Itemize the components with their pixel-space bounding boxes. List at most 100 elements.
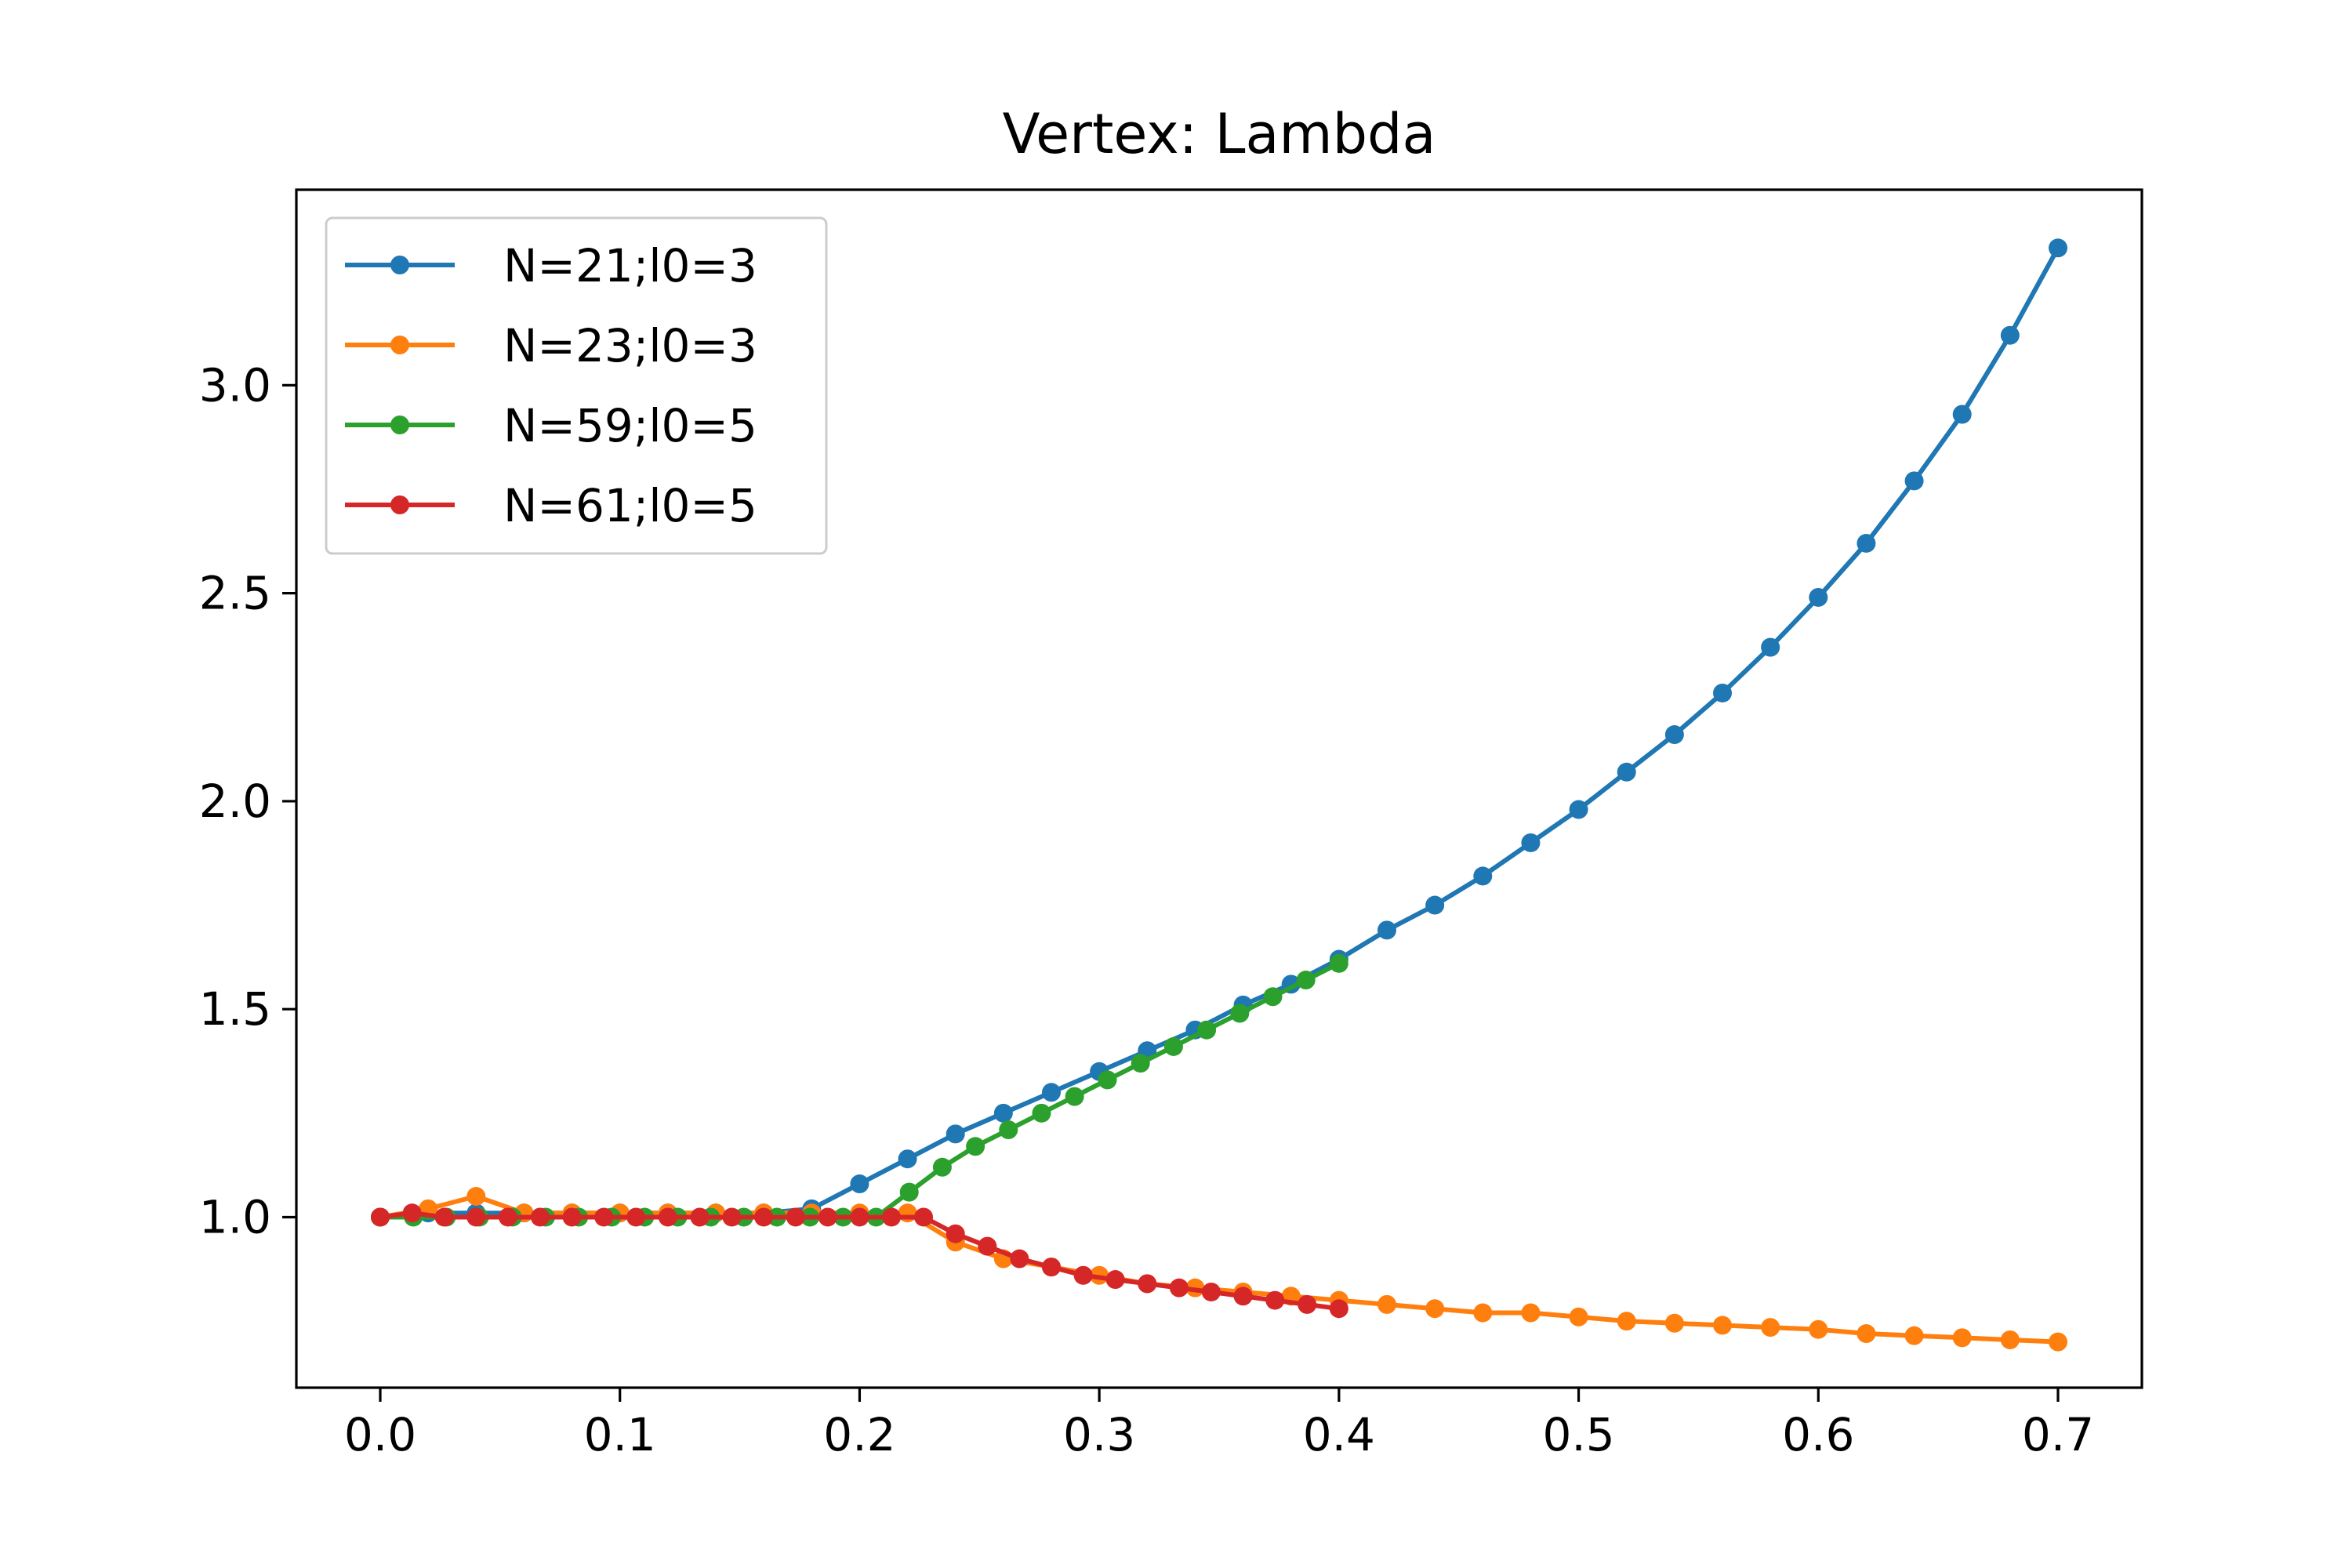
data-point — [1042, 1083, 1061, 1102]
data-point — [932, 1157, 952, 1177]
y-axis: 1.0 1.5 2.0 2.5 3.0 — [199, 358, 296, 1243]
data-point — [2000, 325, 2020, 345]
data-point — [898, 1149, 917, 1169]
data-point — [1713, 683, 1732, 702]
y-tick-label: 3.0 — [199, 358, 271, 412]
data-point — [1952, 1328, 1972, 1348]
data-point — [1857, 1324, 1876, 1344]
data-point — [562, 1207, 582, 1227]
data-point — [1233, 1287, 1253, 1306]
data-point — [993, 1103, 1013, 1123]
data-point — [722, 1207, 742, 1227]
data-point — [1329, 1299, 1348, 1319]
data-point — [898, 1203, 917, 1223]
data-point — [1617, 1312, 1636, 1331]
data-point — [466, 1207, 486, 1227]
data-point — [1329, 953, 1348, 973]
y-tick-label: 2.5 — [199, 567, 271, 620]
data-point — [946, 1124, 965, 1144]
data-point — [1952, 405, 1972, 424]
x-axis: 0.0 0.1 0.2 0.3 0.4 0.5 0.6 0.7 — [344, 1388, 2094, 1461]
y-tick-label: 1.5 — [199, 982, 271, 1036]
data-point — [978, 1236, 997, 1256]
data-point — [626, 1207, 646, 1227]
data-point — [1904, 471, 1924, 491]
data-point — [1425, 1299, 1445, 1319]
data-point — [466, 1186, 486, 1206]
legend-item: N=23;l0=3 — [345, 319, 757, 372]
data-point — [850, 1207, 869, 1227]
data-point — [371, 1207, 390, 1227]
x-tick-label: 0.2 — [823, 1408, 895, 1461]
data-point — [1809, 1319, 1828, 1339]
legend-item: N=59;l0=5 — [345, 399, 757, 452]
y-tick-label: 1.0 — [199, 1190, 271, 1243]
data-point — [1713, 1316, 1732, 1335]
data-point — [1473, 866, 1493, 886]
data-point — [999, 1120, 1018, 1140]
data-point — [1032, 1103, 1051, 1123]
data-point — [1230, 1004, 1250, 1023]
legend-swatch-marker — [390, 336, 409, 354]
data-point — [1201, 1282, 1221, 1301]
legend-item: N=21;l0=3 — [345, 239, 757, 292]
legend-label: N=21;l0=3 — [503, 239, 757, 292]
data-point — [1042, 1258, 1061, 1277]
legend-label: N=61;l0=5 — [503, 479, 757, 532]
data-point — [1569, 800, 1588, 819]
data-point — [658, 1207, 677, 1227]
data-point — [434, 1207, 454, 1227]
data-point — [1664, 725, 1684, 745]
data-point — [1265, 1290, 1285, 1310]
data-point — [1263, 987, 1283, 1007]
data-point — [818, 1207, 837, 1227]
data-point — [1010, 1249, 1029, 1269]
data-point — [946, 1224, 965, 1243]
data-point — [2000, 1330, 2020, 1349]
x-tick-label: 0.1 — [584, 1408, 656, 1461]
data-point — [1761, 1318, 1780, 1338]
legend-swatch-marker — [390, 416, 409, 434]
data-point — [882, 1207, 902, 1227]
x-tick-label: 0.0 — [344, 1408, 416, 1461]
data-point — [914, 1207, 934, 1227]
data-point — [1169, 1278, 1189, 1298]
data-point — [1138, 1274, 1157, 1294]
data-point — [1904, 1326, 1924, 1345]
data-point — [1065, 1087, 1084, 1106]
y-tick-label: 2.0 — [199, 775, 271, 828]
data-point — [1664, 1313, 1684, 1333]
data-point — [1569, 1307, 1588, 1327]
legend-label: N=59;l0=5 — [503, 399, 757, 452]
legend-item: N=61;l0=5 — [345, 479, 757, 532]
data-point — [1377, 1294, 1396, 1314]
data-point — [966, 1137, 985, 1156]
x-tick-label: 0.7 — [2022, 1408, 2094, 1461]
data-point — [1521, 833, 1541, 852]
legend-swatch-marker — [390, 256, 409, 274]
data-point — [1073, 1265, 1093, 1285]
data-point — [899, 1182, 919, 1202]
data-point — [690, 1207, 710, 1227]
data-point — [1197, 1020, 1217, 1040]
data-point — [1098, 1070, 1117, 1090]
data-point — [786, 1207, 805, 1227]
data-point — [2049, 238, 2067, 258]
x-tick-label: 0.3 — [1063, 1408, 1135, 1461]
legend-box — [325, 216, 828, 555]
data-point — [1761, 637, 1780, 657]
data-point — [1809, 587, 1828, 607]
series-4 — [371, 1203, 1348, 1319]
data-point — [1163, 1036, 1183, 1056]
series-layer — [371, 238, 2067, 1352]
x-tick-label: 0.5 — [1542, 1408, 1614, 1461]
data-point — [850, 1174, 869, 1194]
legend-label: N=23;l0=3 — [503, 319, 757, 372]
legend: N=21;l0=3 N=23;l0=3 N=59;l0=5 N=61;l0=5 — [325, 216, 828, 555]
data-point — [530, 1207, 550, 1227]
data-point — [498, 1207, 517, 1227]
data-point — [2049, 1332, 2067, 1352]
data-point — [1857, 533, 1876, 553]
data-point — [1298, 1294, 1317, 1314]
